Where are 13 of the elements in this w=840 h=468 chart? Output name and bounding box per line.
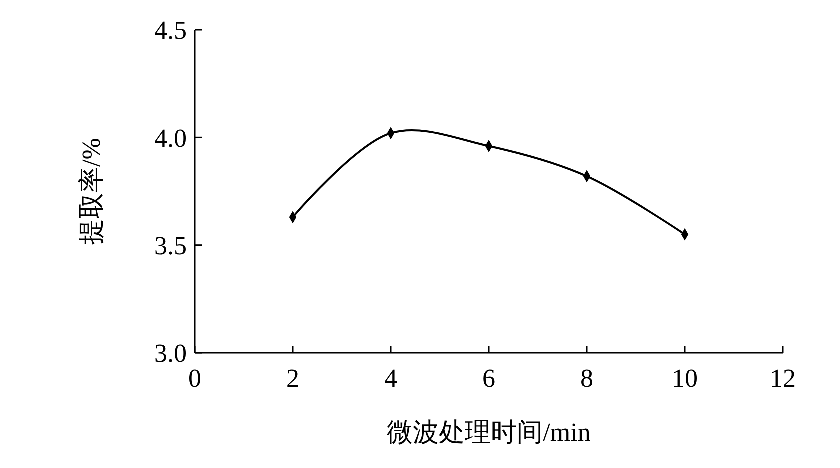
x-tick-label: 6 bbox=[482, 364, 496, 393]
x-tick-label: 2 bbox=[286, 364, 300, 393]
x-axis-title: 微波处理时间/min bbox=[387, 418, 591, 447]
y-axis-title: 提取率/% bbox=[77, 138, 106, 245]
x-tick-label: 10 bbox=[672, 364, 698, 393]
y-tick-label: 4.5 bbox=[154, 16, 187, 46]
x-tick-label: 0 bbox=[188, 364, 202, 393]
y-tick-label: 3.5 bbox=[154, 231, 187, 260]
x-tick-label: 4 bbox=[384, 364, 398, 393]
y-tick-label: 4.0 bbox=[154, 124, 187, 153]
x-tick-label: 12 bbox=[770, 364, 796, 393]
y-tick-label: 3.0 bbox=[154, 339, 187, 368]
x-tick-label: 8 bbox=[580, 364, 594, 393]
